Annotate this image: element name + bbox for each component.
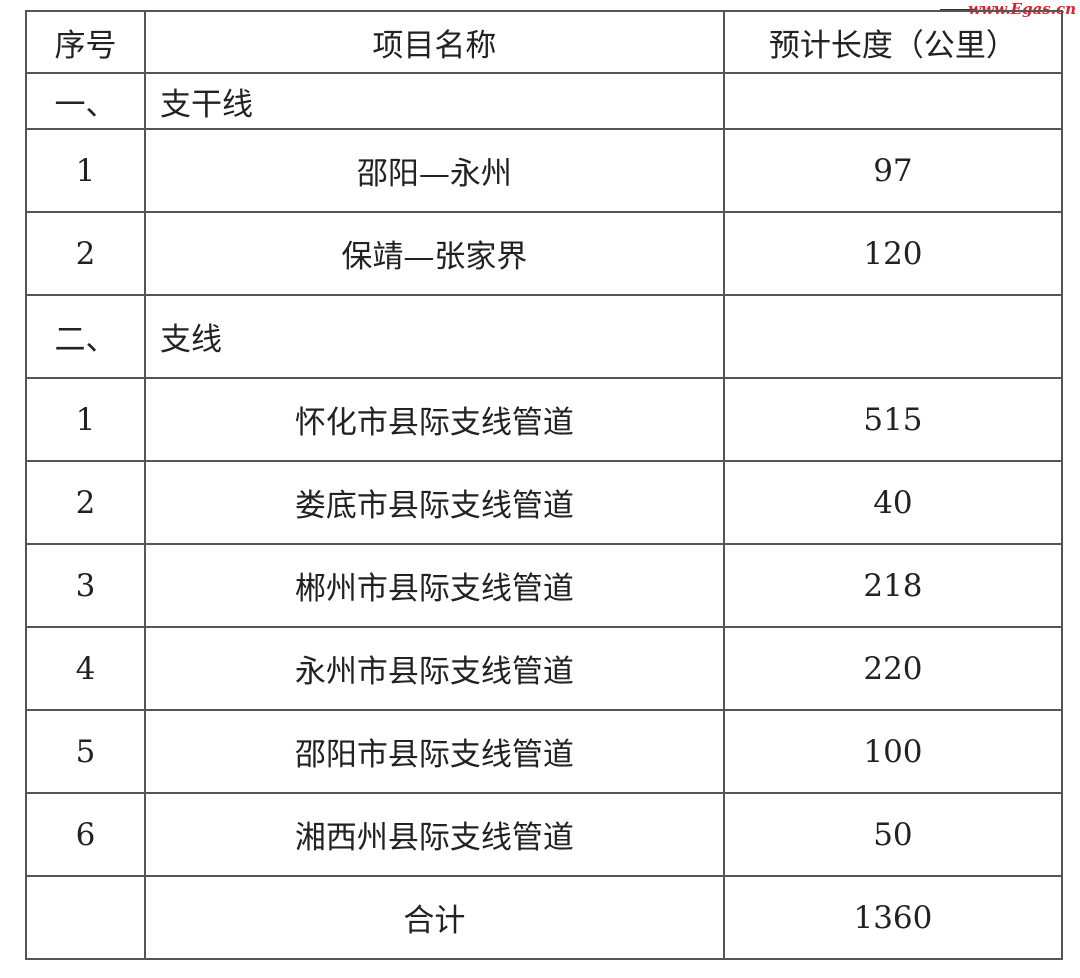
row-no: 2 <box>25 460 146 545</box>
row-length: 218 <box>722 543 1064 628</box>
row-length: 97 <box>722 128 1064 213</box>
table-row: 3 郴州市县际支线管道 218 <box>25 543 1064 628</box>
row-name: 永州市县际支线管道 <box>143 626 725 711</box>
row-name: 郴州市县际支线管道 <box>143 543 725 628</box>
watermark-line <box>940 9 975 10</box>
row-name: 邵阳—永州 <box>143 128 725 213</box>
row-no: 1 <box>25 128 146 213</box>
table-row: 1 邵阳—永州 97 <box>25 128 1064 213</box>
row-name: 邵阳市县际支线管道 <box>143 709 725 794</box>
row-length: 220 <box>722 626 1064 711</box>
row-no: 3 <box>25 543 146 628</box>
row-no: 6 <box>25 792 146 877</box>
row-no: 4 <box>25 626 146 711</box>
section-row: 二、 支线 <box>25 294 1064 379</box>
total-empty <box>25 875 146 960</box>
pipeline-projects-table: 序号 项目名称 预计长度（公里） 一、 支干线 1 邵阳—永州 97 2 保靖—… <box>25 10 1064 960</box>
row-length: 50 <box>722 792 1064 877</box>
row-length: 40 <box>722 460 1064 545</box>
total-row: 合计 1360 <box>25 875 1064 960</box>
row-no: 5 <box>25 709 146 794</box>
table-row: 5 邵阳市县际支线管道 100 <box>25 709 1064 794</box>
row-length: 515 <box>722 377 1064 462</box>
header-project-name: 项目名称 <box>143 10 725 74</box>
row-name: 怀化市县际支线管道 <box>143 377 725 462</box>
table-row: 2 娄底市县际支线管道 40 <box>25 460 1064 545</box>
table-header-row: 序号 项目名称 预计长度（公里） <box>25 10 1064 74</box>
row-name: 保靖—张家界 <box>143 211 725 296</box>
section-title: 支干线 <box>143 72 725 130</box>
row-length: 100 <box>722 709 1064 794</box>
section-row: 一、 支干线 <box>25 72 1064 130</box>
header-index: 序号 <box>25 10 146 74</box>
table-row: 4 永州市县际支线管道 220 <box>25 626 1064 711</box>
row-no: 2 <box>25 211 146 296</box>
section-empty <box>722 72 1064 130</box>
row-no: 1 <box>25 377 146 462</box>
header-length: 预计长度（公里） <box>722 10 1064 74</box>
row-name: 湘西州县际支线管道 <box>143 792 725 877</box>
table-row: 1 怀化市县际支线管道 515 <box>25 377 1064 462</box>
section-title: 支线 <box>143 294 725 379</box>
table-row: 6 湘西州县际支线管道 50 <box>25 792 1064 877</box>
total-label: 合计 <box>143 875 725 960</box>
row-length: 120 <box>722 211 1064 296</box>
row-name: 娄底市县际支线管道 <box>143 460 725 545</box>
table-row: 2 保靖—张家界 120 <box>25 211 1064 296</box>
section-empty <box>722 294 1064 379</box>
section-index: 一、 <box>25 72 146 130</box>
total-length: 1360 <box>722 875 1064 960</box>
section-index: 二、 <box>25 294 146 379</box>
